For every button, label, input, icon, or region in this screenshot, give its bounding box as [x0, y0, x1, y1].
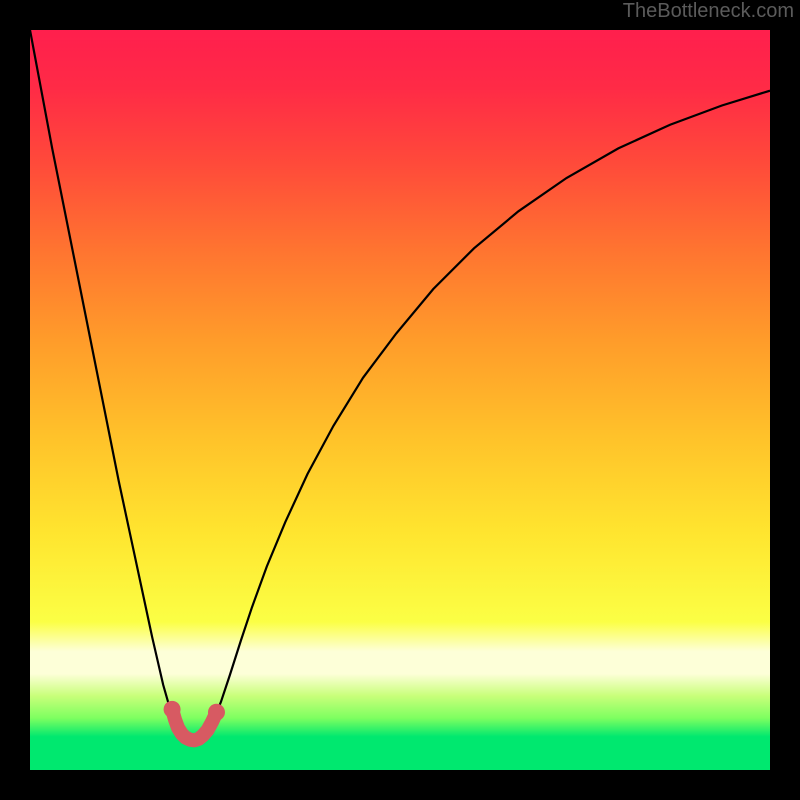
watermark-text: TheBottleneck.com [623, 0, 794, 23]
plot-area [30, 30, 770, 770]
chart-root: TheBottleneck.com [0, 0, 800, 800]
gradient-bg [30, 30, 770, 770]
